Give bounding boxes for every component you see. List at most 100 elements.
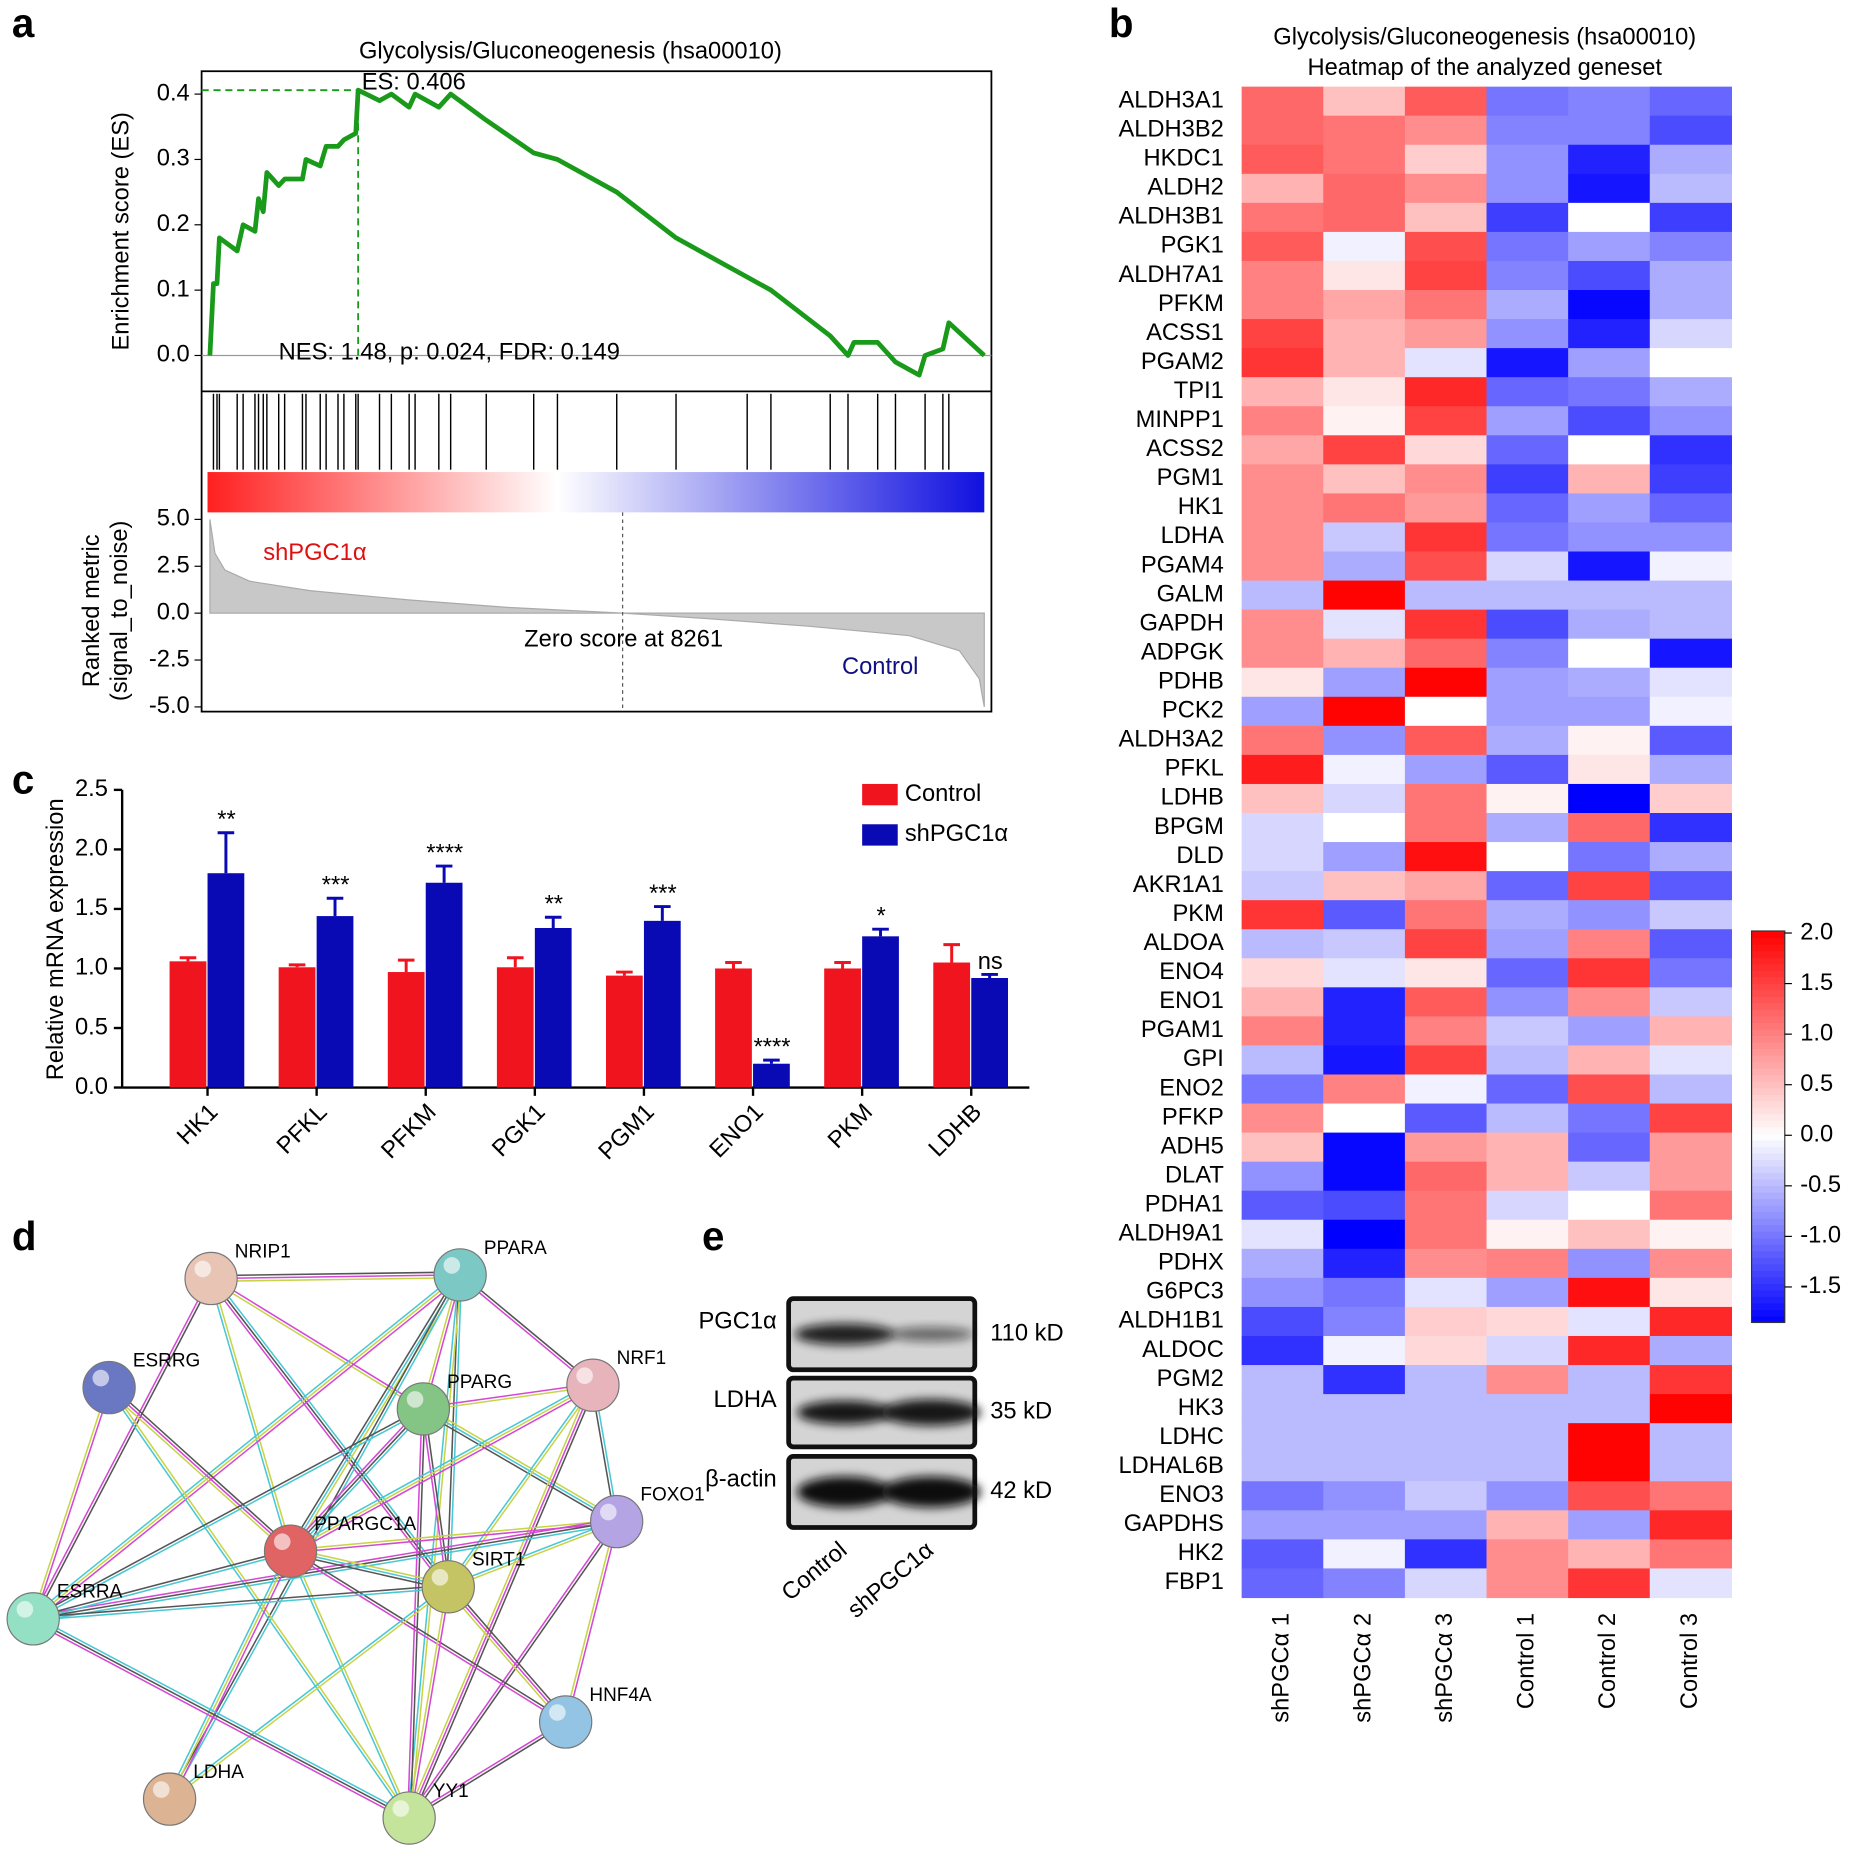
heat-cell: [1404, 1103, 1488, 1134]
colorbar-segment: [1751, 957, 1785, 965]
row-label: AKR1A1: [1133, 872, 1224, 898]
row-label: PGAM4: [1141, 552, 1224, 578]
heat-cell: [1323, 1132, 1406, 1163]
heat-cell: [1649, 958, 1733, 988]
heat-cell: [1404, 1277, 1488, 1308]
x-tick-label: ENO1: [705, 1099, 769, 1163]
network-edge: [208, 1278, 290, 1552]
row-label: ALDOC: [1142, 1337, 1224, 1363]
bar: [715, 968, 752, 1088]
heat-cell: [1486, 144, 1569, 175]
network-edge: [409, 1586, 451, 1819]
heat-cell: [1404, 1539, 1488, 1570]
row-label: ENO4: [1159, 959, 1224, 985]
bar: [534, 927, 572, 1088]
network-edge: [210, 1277, 449, 1588]
heat-cell: [1649, 1481, 1733, 1511]
colorbar-segment: [1751, 970, 1785, 978]
colorbar-segment: [1751, 1263, 1785, 1271]
node-highlight: [549, 1704, 566, 1721]
heat-cell: [1649, 493, 1733, 524]
blot-row-label: β-actin: [705, 1466, 777, 1492]
network-edge: [166, 1549, 289, 1799]
heat-cell: [1404, 1423, 1488, 1453]
node-label: HNF4A: [589, 1685, 652, 1706]
colorbar-segment: [1751, 1276, 1785, 1284]
network-edge: [33, 1584, 449, 1619]
node-highlight: [600, 1503, 617, 1521]
heat-cell: [1323, 231, 1406, 262]
network-node: [396, 1382, 451, 1436]
blot-size-label: 42 kD: [990, 1478, 1052, 1504]
heat-cell: [1486, 1306, 1569, 1337]
network-edge: [448, 1522, 618, 1589]
column-label: shPGCα 1: [1269, 1613, 1295, 1723]
heat-cell: [1568, 202, 1651, 233]
network-edge: [292, 1410, 427, 1554]
heat-cell: [1486, 871, 1569, 901]
row-label: HK1: [1178, 494, 1224, 520]
heat-cell: [1649, 725, 1733, 756]
significance-label: ***: [649, 881, 677, 907]
heat-cell: [1404, 493, 1488, 524]
heat-cell: [1649, 290, 1733, 320]
heat-cell: [1241, 1452, 1324, 1482]
bar: [169, 961, 207, 1088]
network-edge: [208, 1279, 447, 1590]
row-label: MINPP1: [1136, 407, 1224, 433]
heat-cell: [1486, 667, 1569, 698]
heat-cell: [1649, 406, 1733, 436]
heat-cell: [1568, 1074, 1651, 1105]
heat-cell: [1649, 1365, 1733, 1395]
heat-cell: [1649, 871, 1733, 901]
heat-cell: [1241, 813, 1324, 843]
x-tick-label: PGK1: [488, 1099, 551, 1162]
heat-cell: [1323, 1394, 1406, 1424]
heat-cell: [1404, 725, 1488, 756]
heat-cell: [1323, 1365, 1406, 1395]
network-edge: [211, 1276, 425, 1409]
error-bar: [834, 961, 851, 969]
colorbar-segment: [1751, 937, 1785, 945]
row-label: TPI1: [1174, 378, 1224, 404]
colorbar-segment: [1751, 931, 1785, 939]
heat-cell: [1568, 1539, 1651, 1570]
network-node: [421, 1560, 475, 1614]
colorbar-segment: [1751, 996, 1785, 1004]
heat-cell: [1568, 1248, 1651, 1279]
row-label: PGK1: [1161, 233, 1224, 259]
heat-cell: [1323, 522, 1406, 553]
row-label: PFKP: [1162, 1104, 1224, 1130]
row-label: ALDH2: [1147, 175, 1223, 201]
heat-cell: [1241, 725, 1324, 756]
y-tick-label: 0.2: [157, 211, 190, 237]
heat-cell: [1568, 1277, 1651, 1308]
heat-cell: [1649, 86, 1733, 117]
y-axis-label: Enrichment score (ES): [108, 112, 134, 350]
network-node: [82, 1360, 136, 1415]
colorbar-segment: [1751, 1296, 1785, 1304]
y-tick-label: 0.1: [157, 276, 190, 302]
heat-cell: [1241, 435, 1324, 465]
colorbar-segment: [1751, 1015, 1785, 1024]
heat-cell: [1241, 522, 1324, 553]
y-tick-label: 0.0: [75, 1074, 108, 1100]
heat-cell: [1649, 667, 1733, 698]
network-edge: [31, 1620, 409, 1822]
network-edge: [291, 1387, 595, 1555]
heat-cell: [1241, 231, 1324, 262]
row-label: GAPDHS: [1124, 1511, 1224, 1537]
chart-title: Glycolysis/Gluconeogenesis (hsa00010): [359, 39, 782, 65]
colorbar-segment: [1751, 1231, 1785, 1239]
colorbar-segment: [1751, 1165, 1785, 1174]
heat-cell: [1649, 1190, 1733, 1221]
heat-cell: [1241, 1365, 1324, 1395]
colorbar-tick-label: 1.5: [1800, 970, 1833, 996]
network-edge: [32, 1274, 461, 1620]
heat-cell: [1649, 696, 1733, 727]
heat-cell: [1323, 1277, 1406, 1308]
heat-cell: [1649, 1394, 1733, 1424]
colorbar-segment: [1751, 1074, 1785, 1082]
heat-cell: [1649, 1423, 1733, 1453]
colorbar-segment: [1751, 1237, 1785, 1245]
